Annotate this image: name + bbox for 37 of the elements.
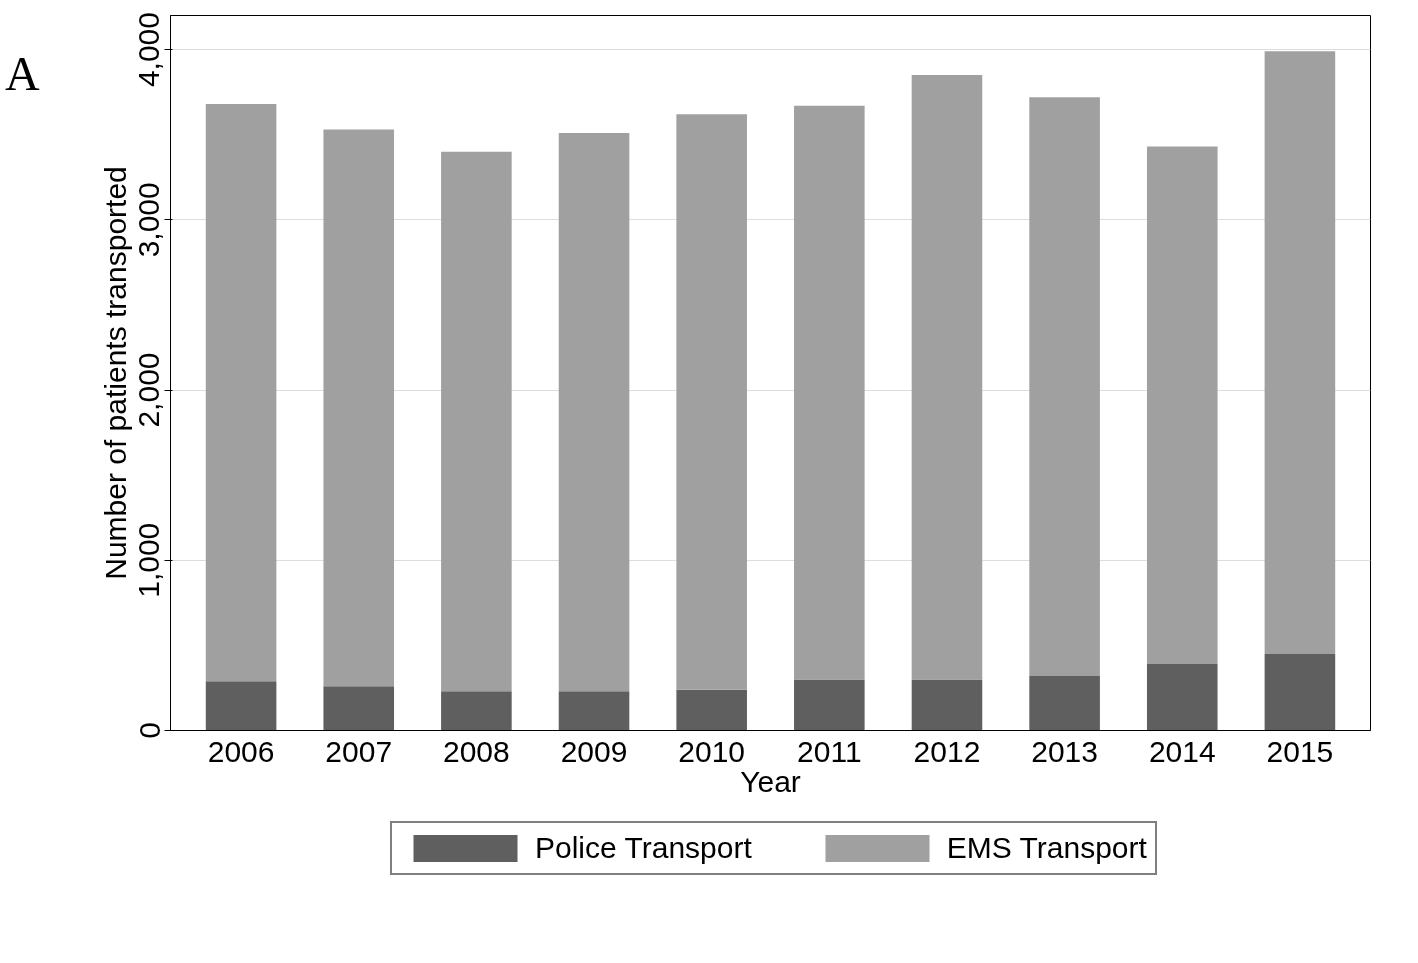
bar (205, 681, 277, 731)
x-tick-label: 2012 (913, 734, 981, 768)
y-tick-label: 1,000 (132, 522, 166, 598)
y-tick-label: 3,000 (132, 182, 166, 258)
bar (205, 104, 277, 682)
bar (911, 75, 983, 680)
bar (1029, 676, 1100, 731)
x-tick-label: 2007 (325, 734, 393, 768)
bar (911, 679, 983, 731)
x-tick-label: 2015 (1266, 734, 1334, 768)
y-tick-label: 4,000 (132, 12, 166, 88)
x-tick-label: 2013 (1031, 734, 1098, 768)
x-tick-label: 2008 (443, 734, 510, 768)
bar (1264, 653, 1336, 731)
y-tick-label: 2,000 (132, 352, 166, 428)
bar (441, 691, 512, 731)
bar (1029, 97, 1100, 677)
bar (558, 132, 630, 692)
bar (1146, 146, 1218, 665)
text: A (5, 46, 40, 102)
bar (1146, 664, 1218, 731)
bar (676, 114, 747, 690)
bar (441, 151, 512, 692)
bar (323, 129, 395, 687)
y-tick-label: 0 (132, 722, 166, 739)
bar (794, 105, 865, 680)
y-axis-title: Number of patients transported (98, 166, 132, 580)
x-tick-label: 2014 (1148, 734, 1216, 768)
bar (323, 686, 395, 731)
legend-label: EMS Transport (946, 831, 1147, 865)
bar (794, 679, 865, 731)
x-tick-label: 2009 (560, 734, 628, 768)
bar (1264, 51, 1336, 654)
bar (558, 691, 630, 731)
x-tick-label: 2006 (207, 734, 275, 768)
bar (676, 689, 747, 731)
legend-label: Police Transport (535, 831, 752, 865)
